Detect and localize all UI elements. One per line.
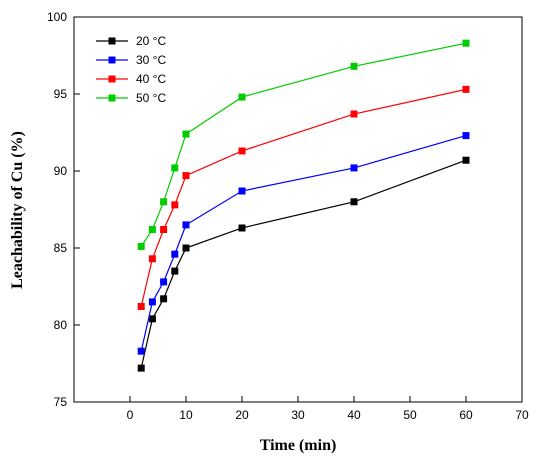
- data-point: [182, 172, 190, 180]
- data-point: [182, 221, 190, 229]
- data-point: [160, 278, 168, 286]
- data-point: [137, 242, 145, 250]
- y-tick-label: 85: [54, 241, 68, 255]
- data-point: [148, 315, 156, 323]
- x-tick-label: 0: [127, 408, 134, 422]
- legend-label: 40 °C: [136, 72, 166, 86]
- y-tick-label: 80: [54, 318, 68, 332]
- y-tick-label: 95: [54, 87, 68, 101]
- data-point: [171, 267, 179, 275]
- data-point: [462, 156, 470, 164]
- x-tick-label: 50: [403, 408, 417, 422]
- data-point: [350, 164, 358, 172]
- legend-marker: [108, 75, 116, 83]
- series-line-1: [140, 135, 467, 352]
- series-line-3: [140, 42, 467, 247]
- series-line-2: [140, 88, 467, 307]
- data-point: [350, 62, 358, 70]
- legend: 20 °C 30 °C 40 °C 50 °C: [96, 34, 166, 105]
- x-tick-label: 40: [347, 408, 361, 422]
- data-point: [160, 226, 168, 234]
- data-point: [462, 39, 470, 47]
- y-tick-label: 90: [54, 164, 68, 178]
- legend-label: 50 °C: [136, 91, 166, 105]
- data-point: [462, 132, 470, 140]
- data-point: [160, 198, 168, 206]
- data-point: [137, 303, 145, 311]
- legend-label: 20 °C: [136, 34, 166, 48]
- data-point: [350, 110, 358, 118]
- x-tick-label: 70: [515, 408, 529, 422]
- data-point: [350, 198, 358, 206]
- data-point: [148, 226, 156, 234]
- legend-marker: [108, 37, 116, 45]
- data-point: [148, 298, 156, 306]
- x-tick-label: 10: [179, 408, 193, 422]
- x-axis-title: Time (min): [260, 437, 337, 454]
- data-point: [160, 295, 168, 303]
- legend-marker: [108, 94, 116, 102]
- legend-label: 30 °C: [136, 53, 166, 67]
- data-point: [137, 347, 145, 355]
- y-tick-label: 100: [47, 10, 67, 24]
- data-point: [238, 147, 246, 155]
- data-point: [171, 164, 179, 172]
- data-point: [462, 85, 470, 93]
- series-layer: [137, 39, 470, 372]
- data-point: [137, 364, 145, 372]
- data-point: [238, 224, 246, 232]
- x-tick-label: 20: [235, 408, 249, 422]
- data-point: [171, 201, 179, 209]
- x-tick-label: 30: [291, 408, 305, 422]
- data-point: [182, 244, 190, 252]
- data-point: [238, 187, 246, 195]
- y-tick-label: 75: [54, 395, 68, 409]
- series-line-0: [140, 159, 467, 369]
- x-tick-label: 60: [459, 408, 473, 422]
- y-axis-title: Leachability of Cu (%): [9, 131, 26, 289]
- data-point: [182, 130, 190, 138]
- legend-marker: [108, 56, 116, 64]
- data-point: [238, 93, 246, 101]
- data-point: [171, 250, 179, 258]
- axis-ticks: 0 10 20 30 40 50 60 70 75 80 85 90 95 100: [47, 10, 529, 422]
- data-point: [148, 255, 156, 263]
